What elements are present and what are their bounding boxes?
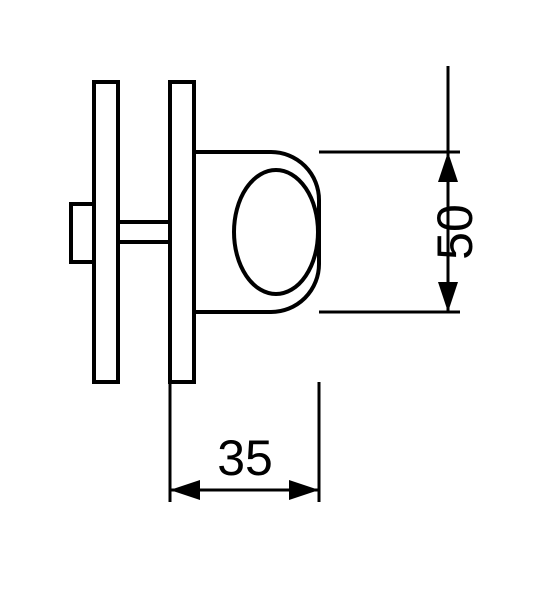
back-plate: [94, 82, 118, 382]
dimension-width-35-label: 35: [217, 430, 273, 486]
dimension-width-35: 35: [170, 382, 319, 502]
knob-ellipse: [234, 170, 318, 294]
dimension-height-50-label: 50: [427, 204, 483, 260]
spigot: [71, 204, 94, 262]
front-plate: [170, 82, 194, 382]
dimension-height-50: 50: [319, 66, 483, 312]
shaft: [118, 222, 170, 242]
